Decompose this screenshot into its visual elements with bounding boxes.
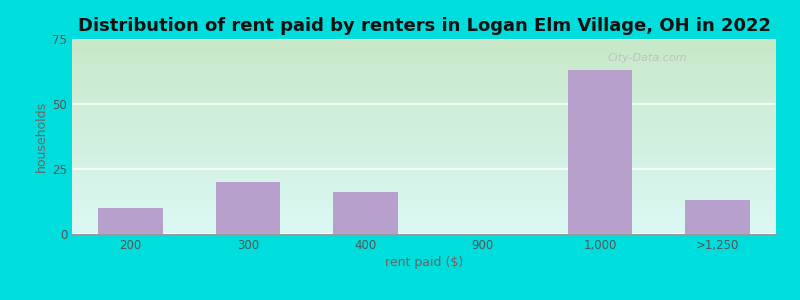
Bar	[333, 192, 398, 234]
Text: City-Data.com: City-Data.com	[607, 52, 686, 63]
Y-axis label: households: households	[35, 101, 48, 172]
Bar	[568, 70, 632, 234]
Bar	[685, 200, 750, 234]
Bar	[216, 182, 280, 234]
Title: Distribution of rent paid by renters in Logan Elm Village, OH in 2022: Distribution of rent paid by renters in …	[78, 17, 770, 35]
Bar	[98, 208, 163, 234]
X-axis label: rent paid ($): rent paid ($)	[385, 256, 463, 269]
